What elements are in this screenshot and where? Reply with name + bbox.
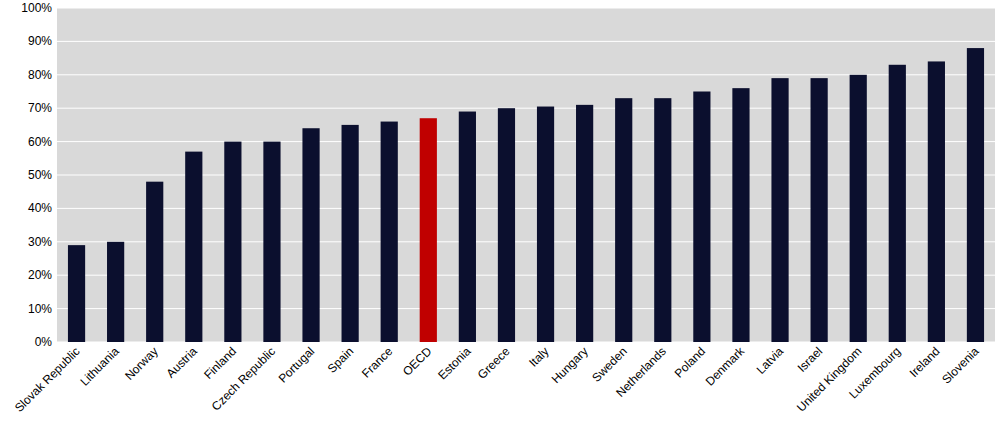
x-tick-label: France bbox=[359, 344, 396, 381]
bar bbox=[654, 98, 671, 342]
x-tick-label: OECD bbox=[400, 344, 435, 379]
x-tick-label: Netherlands bbox=[613, 344, 669, 400]
y-tick-label: 10% bbox=[28, 302, 52, 316]
y-tick-label: 20% bbox=[28, 268, 52, 282]
x-tick-label: Latvia bbox=[754, 344, 787, 377]
y-tick-label: 70% bbox=[28, 101, 52, 115]
x-tick-label: Israel bbox=[795, 344, 826, 375]
bar bbox=[263, 142, 280, 342]
y-tick-label: 30% bbox=[28, 235, 52, 249]
grid-line bbox=[57, 8, 995, 9]
y-tick-label: 60% bbox=[28, 135, 52, 149]
bar bbox=[68, 245, 85, 342]
bar bbox=[381, 122, 398, 342]
bar bbox=[224, 142, 241, 342]
y-tick-label: 0% bbox=[35, 335, 53, 349]
plot-background bbox=[57, 8, 995, 342]
bar bbox=[185, 152, 202, 342]
x-tick-label: Lithuania bbox=[77, 344, 122, 389]
bar bbox=[967, 48, 984, 342]
y-tick-label: 100% bbox=[21, 1, 52, 15]
x-tick-label: Portugal bbox=[276, 344, 318, 386]
y-tick-label: 90% bbox=[28, 34, 52, 48]
y-tick-label: 80% bbox=[28, 68, 52, 82]
x-tick-label: Luxembourg bbox=[846, 344, 903, 401]
bar bbox=[771, 78, 788, 342]
bar bbox=[576, 105, 593, 342]
bar bbox=[342, 125, 359, 342]
bar bbox=[537, 107, 554, 342]
bar bbox=[146, 182, 163, 342]
bar bbox=[498, 108, 515, 342]
x-tick-label: Czech Republic bbox=[209, 344, 278, 413]
x-tick-label: Ireland bbox=[907, 344, 943, 380]
x-tick-label: Denmark bbox=[703, 344, 748, 389]
bars bbox=[68, 48, 984, 342]
bar bbox=[732, 88, 749, 342]
bar bbox=[811, 78, 828, 342]
x-tick-label: Italy bbox=[526, 344, 551, 369]
x-tick-label: Poland bbox=[672, 344, 708, 380]
bar bbox=[928, 61, 945, 342]
chart: 0% 10% 20% 30% 40% 50% 60% 70% 80% 90% 100% Slovak … bbox=[0, 0, 1000, 425]
bar bbox=[615, 98, 632, 342]
x-tick-label: Estonia bbox=[435, 344, 473, 382]
bar bbox=[693, 92, 710, 343]
bar bbox=[850, 75, 867, 342]
bar bbox=[302, 128, 319, 342]
bar bbox=[889, 65, 906, 342]
x-tick-label: Finland bbox=[201, 344, 239, 382]
x-tick-label: Norway bbox=[122, 344, 161, 383]
x-tick-label: Slovenia bbox=[939, 344, 982, 387]
bar bbox=[107, 242, 124, 342]
x-tick-label: Greece bbox=[475, 344, 513, 382]
x-tick-label: Hungary bbox=[549, 344, 591, 386]
y-tick-label: 50% bbox=[28, 168, 52, 182]
grid-line bbox=[57, 41, 995, 42]
y-tick-label: 40% bbox=[28, 201, 52, 215]
bar bbox=[459, 112, 476, 342]
bar bbox=[420, 118, 437, 342]
x-tick-label: Austria bbox=[164, 344, 201, 381]
x-tick-label: Spain bbox=[325, 344, 357, 376]
x-tick-label: United Kingdom bbox=[794, 344, 864, 414]
x-tick-label: Slovak Republic bbox=[12, 344, 83, 415]
